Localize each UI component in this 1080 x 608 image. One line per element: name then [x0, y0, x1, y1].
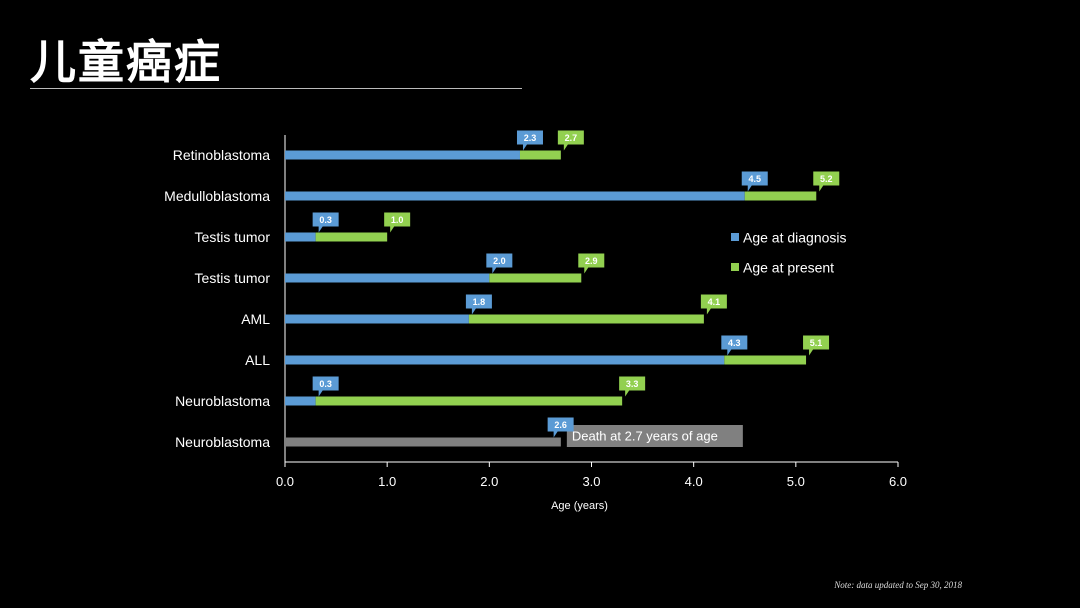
present-callout-flag [557, 130, 584, 151]
bar-present [315, 396, 623, 406]
present-callout-value: 3.3 [626, 379, 639, 389]
x-tick-label: 5.0 [787, 474, 805, 489]
diagnosis-callout-value: 2.0 [493, 256, 506, 266]
diagnosis-callout-value: 2.6 [554, 420, 567, 430]
bar-present [519, 150, 561, 160]
category-label: Neuroblastoma [175, 393, 270, 409]
bar-diagnosis [285, 150, 520, 160]
bar-diagnosis [285, 191, 745, 201]
category-label: Medulloblastoma [164, 188, 270, 204]
x-tick-label: 4.0 [685, 474, 703, 489]
category-label: Testis tumor [195, 270, 271, 286]
bar-diagnosis [285, 355, 725, 365]
bar-diagnosis [285, 273, 490, 283]
present-callout-flag [803, 335, 830, 356]
present-callout-flag [619, 376, 646, 397]
category-label: AML [241, 311, 270, 327]
diagnosis-callout-value: 1.8 [473, 297, 486, 307]
present-callout-value: 5.2 [820, 174, 833, 184]
diagnosis-callout-flag [721, 335, 748, 356]
diagnosis-callout-flag [741, 171, 768, 192]
diagnosis-callout-value: 0.3 [319, 379, 332, 389]
present-callout-value: 1.0 [391, 215, 404, 225]
present-callout-flag [384, 212, 411, 233]
x-tick-label: 3.0 [582, 474, 600, 489]
diagnosis-callout-value: 2.3 [524, 133, 537, 143]
diagnosis-callout-value: 4.5 [748, 174, 761, 184]
x-tick-label: 2.0 [480, 474, 498, 489]
diagnosis-callout-flag [312, 376, 339, 397]
present-callout-value: 2.7 [565, 133, 578, 143]
category-label: ALL [245, 352, 270, 368]
diagnosis-callout-value: 4.3 [728, 338, 741, 348]
bar-present [315, 232, 388, 242]
legend-swatch-diagnosis [731, 233, 739, 241]
x-axis-title: Age (years) [551, 500, 608, 512]
diagnosis-callout-flag [465, 294, 492, 315]
x-tick-label: 0.0 [276, 474, 294, 489]
bar-diagnosis [285, 314, 469, 324]
diagnosis-callout-flag [312, 212, 339, 233]
x-tick-label: 6.0 [889, 474, 907, 489]
diagnosis-callout-value: 0.3 [319, 215, 332, 225]
title-divider [30, 88, 522, 89]
diagnosis-callout-flag [547, 417, 574, 438]
bar-present [744, 191, 817, 201]
bar-diagnosis [285, 232, 316, 242]
bar-deceased [285, 437, 561, 447]
category-label: Testis tumor [195, 229, 271, 245]
bar-diagnosis [285, 396, 316, 406]
legend-label-diagnosis: Age at diagnosis [743, 230, 847, 246]
bar-present [468, 314, 704, 324]
present-callout-value: 2.9 [585, 256, 598, 266]
slide-title: 儿童癌症 [30, 35, 222, 89]
category-label: Neuroblastoma [175, 434, 270, 450]
x-tick-label: 1.0 [378, 474, 396, 489]
legend-label-present: Age at present [743, 260, 834, 276]
category-label: Retinoblastoma [173, 147, 270, 163]
present-callout-value: 4.1 [708, 297, 721, 307]
present-callout-flag [578, 253, 605, 274]
death-note-box [566, 425, 743, 447]
legend-swatch-present [731, 263, 739, 271]
present-callout-flag [813, 171, 840, 192]
death-note-text: Death at 2.7 years of age [572, 429, 718, 444]
bar-present [489, 273, 582, 283]
diagnosis-callout-flag [516, 130, 543, 151]
present-callout-value: 5.1 [810, 338, 823, 348]
footnote: Note: data updated to Sep 30, 2018 [834, 580, 962, 590]
diagnosis-callout-flag [486, 253, 513, 274]
bar-present [724, 355, 807, 365]
present-callout-flag [700, 294, 727, 315]
